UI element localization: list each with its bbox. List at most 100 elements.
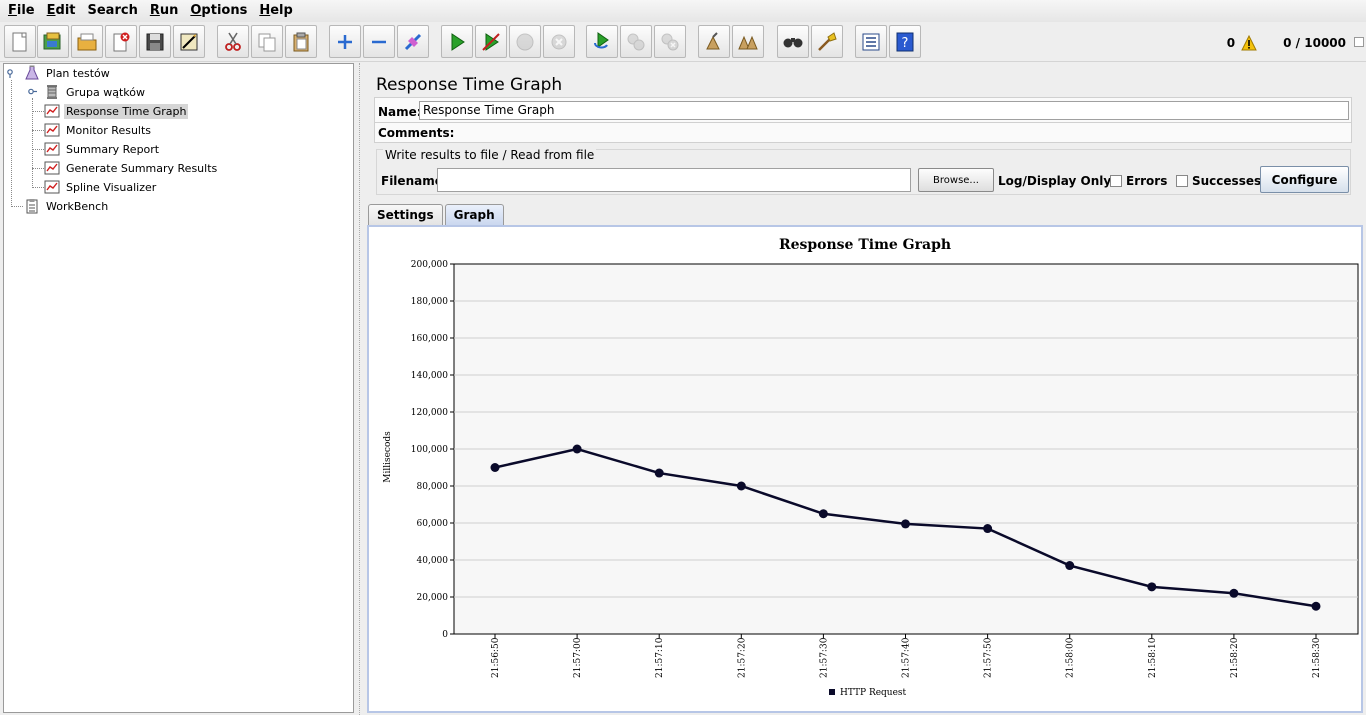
save-as-image-button[interactable] [173, 25, 205, 58]
menu-options[interactable]: Options [190, 3, 248, 18]
paste-button[interactable] [285, 25, 317, 58]
start-button[interactable] [441, 25, 473, 58]
open-button[interactable] [71, 25, 103, 58]
y-tick-label: 100,000 [411, 445, 448, 455]
tree-item-label: Spline Visualizer [66, 180, 157, 194]
search-button[interactable] [777, 25, 809, 58]
expand-icon [338, 34, 352, 49]
toggle-button[interactable] [397, 25, 429, 58]
tree-connector [11, 206, 23, 207]
y-tick-label: 160,000 [411, 334, 448, 344]
new-icon [12, 32, 27, 51]
tree-connector [32, 130, 44, 131]
y-tick-label: 0 [442, 630, 448, 640]
function-helper-icon [862, 33, 880, 50]
data-point [490, 463, 500, 472]
collapse-toggle-icon[interactable] [28, 87, 37, 96]
warning-count: 0 [1226, 36, 1236, 50]
data-point [1065, 561, 1075, 571]
start-no-timers-button[interactable] [475, 25, 507, 58]
y-tick-label: 180,000 [411, 297, 448, 307]
tree-item-spline-visualizer[interactable]: Spline Visualizer [44, 178, 158, 196]
tree-item-workbench[interactable]: WorkBench [24, 197, 110, 215]
remote-stop-all-icon [627, 33, 645, 50]
tab-settings[interactable]: Settings [368, 204, 443, 226]
tree-item-label: WorkBench [46, 199, 109, 213]
clear-all-button[interactable] [732, 25, 764, 58]
copy-button[interactable] [251, 25, 283, 58]
tree-item-response-time-graph[interactable]: Response Time Graph [44, 102, 189, 120]
filename-label: Filename [381, 174, 443, 188]
shutdown-icon [551, 34, 567, 49]
close-button[interactable] [105, 25, 137, 58]
y-tick-label: 20,000 [417, 593, 449, 603]
function-helper-button[interactable] [855, 25, 887, 58]
tree-connector [32, 111, 44, 112]
response-time-chart: Response Time Graph 0 20,000 40,000 60,000 8… [383, 237, 1359, 698]
open-icon [77, 33, 97, 50]
name-row: Name: Response Time Graph [374, 97, 1352, 123]
configure-button[interactable]: Configure [1260, 166, 1349, 193]
menu-search[interactable]: Search [87, 3, 138, 18]
cut-icon [225, 32, 241, 51]
paste-icon [293, 32, 309, 51]
start-icon [451, 32, 465, 51]
remote-shutdown-all-icon [661, 33, 679, 50]
comments-label: Comments: [378, 126, 455, 140]
y-tick-label: 60,000 [417, 519, 449, 529]
browse-button[interactable]: Browse... [918, 168, 994, 192]
menu-run[interactable]: Run [149, 3, 179, 18]
menu-file[interactable]: File [8, 3, 35, 18]
collapse-button[interactable] [363, 25, 395, 58]
menu-bar: File Edit Search Run Options Help [0, 0, 1366, 22]
remote-shutdown-all-button[interactable] [654, 25, 686, 58]
templates-button[interactable] [37, 25, 69, 58]
comments-row[interactable]: Comments: [374, 123, 1352, 143]
expand-button[interactable] [329, 25, 361, 58]
successes-label: Successes [1192, 174, 1262, 188]
clear-button[interactable] [698, 25, 730, 58]
warning-icon[interactable] [1241, 34, 1257, 51]
errors-checkbox[interactable] [1110, 175, 1122, 187]
successes-checkbox[interactable] [1176, 175, 1188, 187]
menu-edit[interactable]: Edit [46, 3, 76, 18]
tab-graph[interactable]: Graph [444, 204, 504, 226]
tab-bar: Settings Graph [368, 204, 506, 226]
data-point [736, 481, 746, 491]
tree-connector [32, 98, 33, 188]
help-button[interactable]: ? [889, 25, 921, 58]
remote-start-all-button[interactable] [586, 25, 618, 58]
close-icon [113, 32, 130, 51]
x-tick-label: 21:57:50 [984, 637, 994, 678]
tree-connector [32, 187, 44, 188]
tree-item-label: Summary Report [66, 142, 160, 156]
tree-item-generate-summary-results[interactable]: Generate Summary Results [44, 159, 219, 177]
save-as-image-icon [180, 33, 198, 50]
tree-item-summary-report[interactable]: Summary Report [44, 140, 161, 158]
new-button[interactable] [4, 25, 36, 58]
menu-help[interactable]: Help [259, 3, 293, 18]
divider-grip [359, 63, 361, 715]
y-tick-label: 140,000 [411, 371, 448, 381]
tree-item-monitor-results[interactable]: Monitor Results [44, 121, 153, 139]
tree-item-thread-group[interactable]: Grupa wątków [44, 83, 147, 101]
split-pane-divider[interactable] [356, 63, 364, 715]
toolbar-overflow [1354, 37, 1364, 47]
svg-text:?: ? [902, 36, 909, 51]
filename-input[interactable] [437, 168, 911, 192]
reset-search-button[interactable] [811, 25, 843, 58]
tree-item-test-plan[interactable]: Plan testów [24, 64, 112, 82]
shutdown-button[interactable] [543, 25, 575, 58]
stop-button[interactable] [509, 25, 541, 58]
graph-listener-icon [44, 179, 60, 195]
name-input[interactable]: Response Time Graph [419, 101, 1349, 120]
y-tick-label: 120,000 [411, 408, 448, 418]
data-point [983, 524, 993, 534]
cut-button[interactable] [217, 25, 249, 58]
collapse-toggle-icon[interactable] [7, 69, 16, 78]
spool-icon [44, 84, 60, 100]
save-button[interactable] [139, 25, 171, 58]
x-tick-label: 21:58:10 [1148, 637, 1158, 678]
copy-icon [258, 33, 276, 51]
remote-stop-all-button[interactable] [620, 25, 652, 58]
